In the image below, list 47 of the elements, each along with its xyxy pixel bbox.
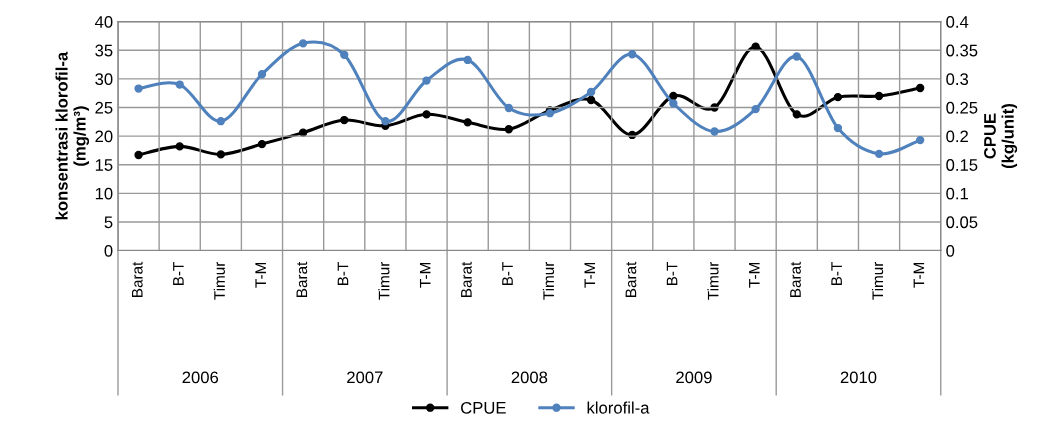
x-tick-label: B-T [666,262,678,286]
y2-tick-label: 0 [946,244,955,257]
x-tick-label: Barat [296,261,308,297]
x-tick-label: Barat [461,261,472,297]
y2-tick-label: 0.05 [946,216,978,229]
text: 2006 [182,371,219,384]
y-tick-label: 20 [95,130,113,143]
x-tick-label: Barat [625,261,637,297]
x-tick-label: T-M [255,262,266,288]
y-tick-label: 25 [95,101,113,114]
text: 2010 [840,371,877,384]
x-tick-label: Timur [707,261,719,300]
y-tick-label: 10 [95,187,113,200]
x-tick-label: Timur [542,261,555,300]
x-tick-label: T-M [913,262,925,288]
y2-tick-label: 0.15 [946,159,978,171]
text: 2009 [676,371,712,384]
y-tick-label: 40 [94,16,113,28]
y-axis-title: konsentrasi klorofil-a (mg/m³) [55,51,90,220]
y-tick-label: 15 [95,159,113,171]
legend-label: klorofil-a [587,401,650,414]
x-tick-label: T-M [584,262,596,288]
y2-axis-title: CPUE (kg/unit) [984,104,1018,169]
x-tick-label: T-M [749,262,760,288]
y2-tick-label: 0.3 [946,73,969,86]
y2-tick-label: 0.35 [946,44,978,57]
text: 2007 [347,371,383,384]
x-tick-label: Timur [213,261,225,300]
y-tick-label: 30 [95,73,113,86]
x-tick-label: T-M [419,262,431,288]
legend-label: CPUE [461,401,506,414]
x-tick-label: Timur [871,261,884,300]
y2-tick-label: 0.4 [946,16,969,28]
y-tick-label: 35 [95,44,113,57]
y-tick-label: 0 [104,244,113,257]
x-tick-label: Barat [790,261,801,297]
x-tick-label: Timur [378,261,390,300]
y2-tick-label: 0.1 [946,187,968,200]
y2-tick-label: 0.25 [946,101,978,114]
x-tick-label: B-T [173,262,184,286]
text: 2008 [511,371,548,384]
y-tick-label: 5 [104,216,113,229]
x-tick-label: Barat [132,261,143,297]
y2-tick-label: 0.2 [946,130,968,143]
x-tick-label: B-T [502,262,513,286]
x-tick-label: B-T [337,262,349,286]
x-tick-label: B-T [831,262,842,286]
